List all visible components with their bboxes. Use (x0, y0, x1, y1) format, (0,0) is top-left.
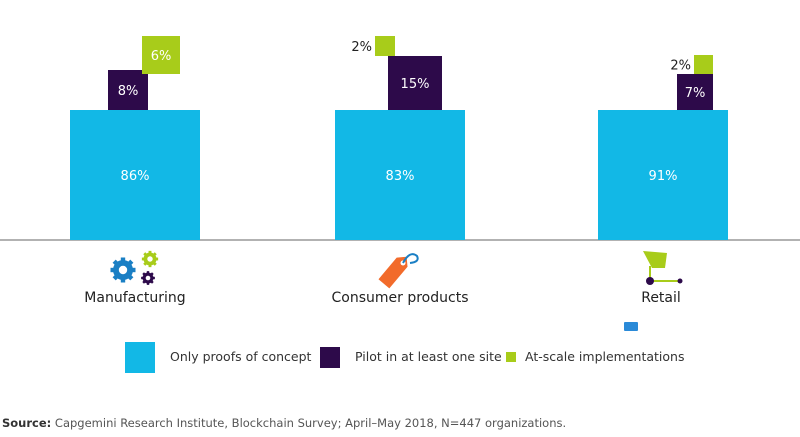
value-label-pilot: 8% (118, 84, 139, 99)
value-label-pilot: 7% (685, 86, 706, 101)
value-label-poc: 91% (649, 169, 678, 184)
shopping-cart-icon (643, 251, 683, 285)
price-tag-icon (378, 253, 419, 289)
value-label-poc: 86% (121, 169, 150, 184)
value-label-pilot: 15% (401, 77, 430, 92)
gear-green-icon (141, 250, 159, 268)
value-label-poc: 83% (386, 169, 415, 184)
category-label-manufacturing: Manufacturing (84, 290, 186, 306)
gear-blue-icon (110, 257, 136, 283)
bar-at-scale (142, 36, 180, 74)
small-window-icon (624, 322, 638, 331)
value-label-at-scale: 2% (351, 40, 372, 55)
category-label-retail: Retail (641, 290, 681, 306)
bar-poc (335, 110, 465, 240)
value-label-at-scale: 6% (151, 49, 172, 64)
category-label-consumer-products: Consumer products (331, 290, 469, 306)
bar-poc (598, 110, 728, 240)
legend-label-at-scale: At-scale implementations (525, 349, 685, 364)
bar-at-scale (375, 36, 395, 56)
bar-at-scale (694, 55, 713, 74)
legend-swatch-poc (125, 342, 155, 373)
value-label-at-scale: 2% (670, 59, 691, 74)
bar-pilot (108, 70, 148, 110)
bar-poc (70, 110, 200, 240)
gear-purple-icon (141, 271, 155, 285)
legend-label-poc: Only proofs of concept (170, 349, 312, 364)
bar-pilot (677, 74, 713, 110)
source-label: Source: (2, 416, 52, 430)
legend-swatch-pilot (320, 347, 340, 368)
source-text: Capgemini Research Institute, Blockchain… (51, 416, 567, 430)
source-note: Source: Capgemini Research Institute, Bl… (2, 416, 566, 430)
legend-swatch-at-scale (506, 352, 516, 362)
bar-pilot (388, 56, 442, 110)
legend-label-pilot: Pilot in at least one site (355, 349, 502, 364)
